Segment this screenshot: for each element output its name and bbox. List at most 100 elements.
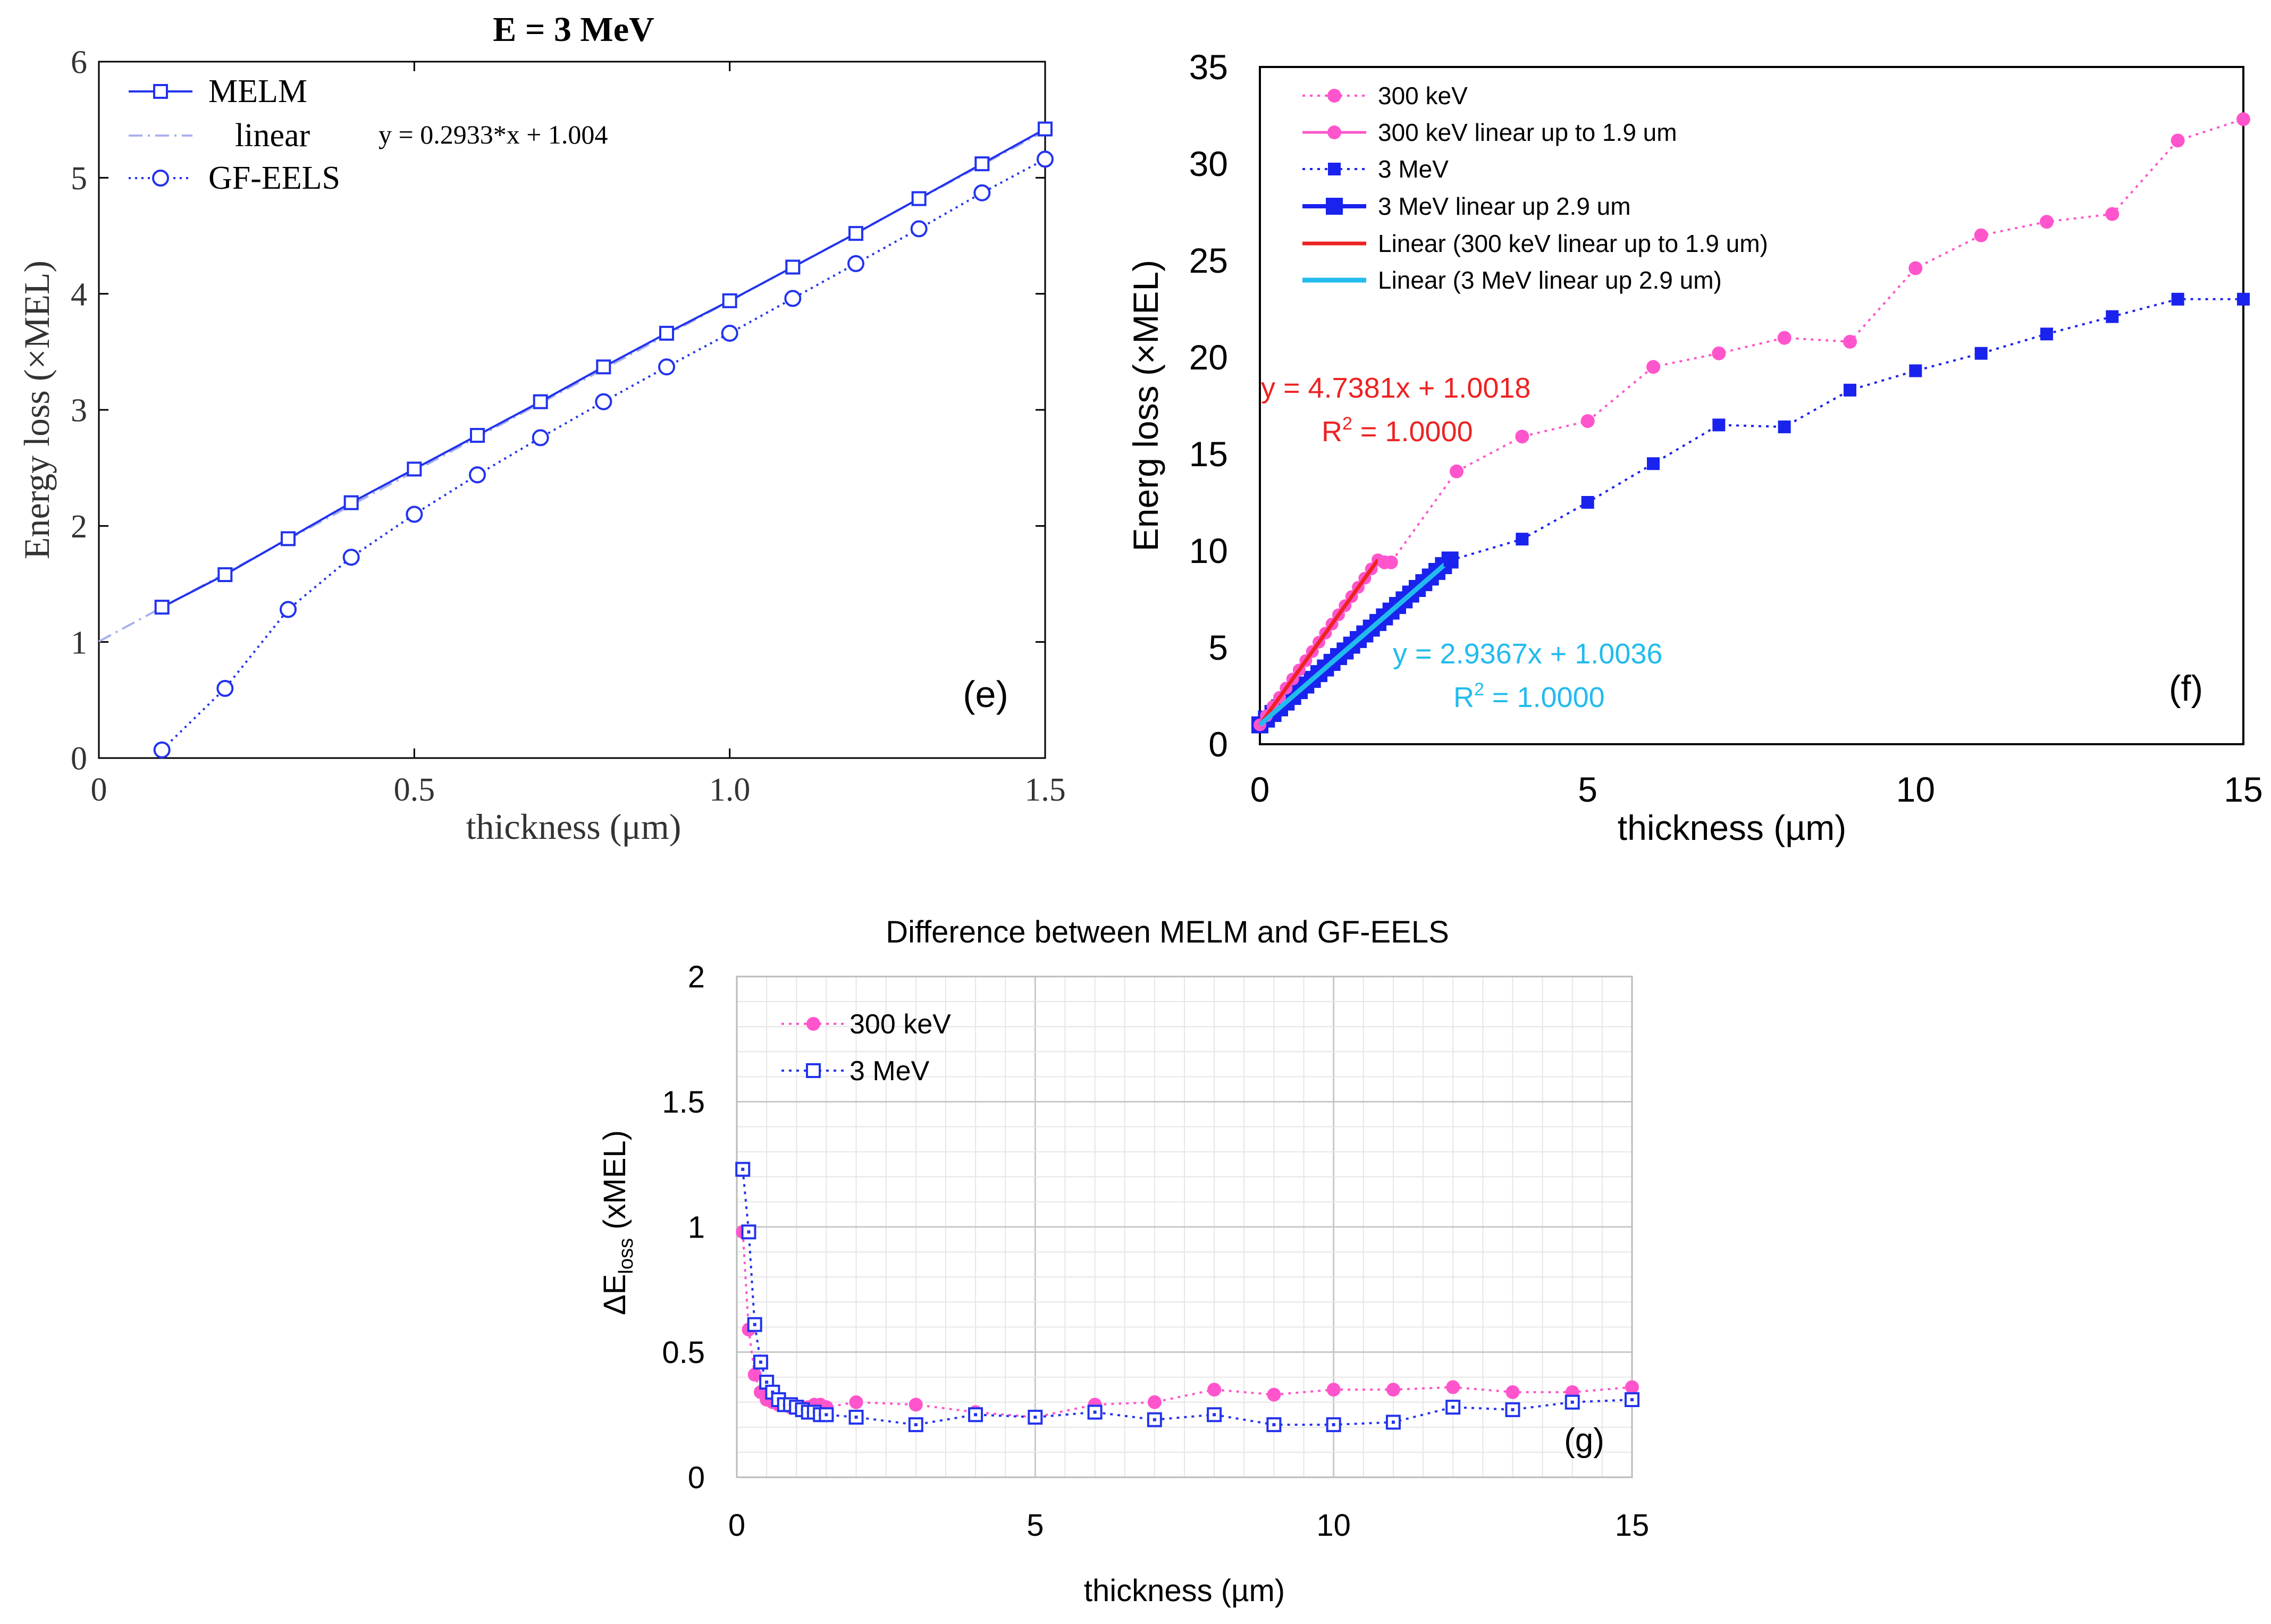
data-point-melm-9 (722, 293, 737, 308)
legend: 300 keV 300 keV linear up to 1.9 um 3 Me… (1302, 82, 1768, 294)
legend-marker-gfeels (152, 170, 169, 187)
x-tick-label-1: 5 (1027, 1508, 1044, 1543)
series-line-fit-3mev (1258, 558, 1452, 727)
data-point-melm-11 (848, 226, 863, 241)
y-tick-label-3: 3 (71, 393, 87, 429)
legend-marker-3mev-linear (1326, 198, 1343, 215)
legend-label-3mev-linear: 3 MeV linear up 2.9 um (1378, 192, 1631, 220)
data-point-300kev-25 (1446, 1380, 1460, 1394)
y-tick-label-2: 2 (71, 509, 87, 545)
legend-label-gfeels: GF-EELS (208, 160, 340, 196)
data-point-3mev-12 (2237, 292, 2250, 306)
series-line-300kev (1384, 118, 2244, 563)
y-tick-label-2: 1 (688, 1210, 705, 1244)
legend-label-linear: linear (235, 117, 310, 154)
data-point-3mev-0 (1443, 554, 1457, 567)
data-point-3mev-16-dot (914, 1423, 918, 1427)
x-tick-label-3: 15 (1615, 1508, 1650, 1543)
data-point-3mev-17-dot (974, 1413, 978, 1417)
x-axis-label: thickness (µm) (1618, 808, 1846, 847)
data-point-melm-7 (596, 359, 611, 375)
legend-label-300kev: 300 keV (849, 1009, 951, 1040)
data-point-300kev-2 (1450, 464, 1463, 478)
y-axis-label: Energ loss (×MEL) (1126, 260, 1165, 551)
data-point-gfeels-11 (847, 255, 864, 272)
axis-ticks: 0 5 10 15 0 5 10 15 20 25 30 35 (1189, 47, 2263, 809)
data-point-melm-5 (470, 428, 485, 443)
data-point-3mev-3 (1647, 457, 1660, 470)
data-point-gfeels-1 (216, 680, 234, 697)
data-point-gfeels-9 (721, 324, 738, 342)
fit-r2-300kev: R2 = 1.0000 (1322, 414, 1473, 448)
data-point-3mev-2-dot (753, 1323, 756, 1326)
legend-label-fit-300kev: Linear (300 keV linear up to 1.9 um) (1378, 230, 1768, 257)
legend-marker-300kev-linear (1327, 125, 1341, 139)
data-point-3mev-0 (735, 1162, 751, 1177)
data-point-3mev-1 (1516, 533, 1529, 546)
legend: 300 keV 3 MeV (781, 1009, 951, 1087)
x-axis-label: thickness (µm) (1084, 1573, 1285, 1608)
chart-panel-e: E = 3 MeV 0 0.5 1.0 1.5 0 1 2 3 4 5 6 MELM linear … (16, 10, 1066, 847)
y-tick-label-6: 30 (1189, 144, 1228, 183)
plot-frame (736, 975, 1633, 1478)
y-tick-label-7: 35 (1189, 47, 1228, 87)
data-point-3mev-24-dot (1391, 1420, 1395, 1424)
data-point-3mev-18-dot (1033, 1415, 1037, 1419)
data-point-300kev-2 (747, 1367, 762, 1382)
x-tick-label-0: 0 (728, 1508, 745, 1543)
data-point-3mev-2 (1581, 496, 1594, 509)
data-point-gfeels-10 (784, 290, 802, 307)
panel-label: (f) (2169, 668, 2203, 709)
data-point-300kev-11 (2040, 215, 2054, 229)
legend-marker-3mev (1328, 163, 1341, 175)
data-point-300kev-13 (2171, 133, 2185, 148)
x-tick-label-2: 10 (1896, 770, 1935, 809)
data-point-300kev-16 (909, 1398, 923, 1412)
data-point-300kev-6 (1712, 346, 1726, 360)
data-point-3mev-20-dot (1153, 1418, 1156, 1421)
y-axis-label: ΔEloss (xMEL) (598, 1130, 637, 1315)
data-point-melm-0 (154, 600, 170, 615)
data-point-melm-2 (281, 531, 296, 546)
data-point-melm-1 (217, 567, 233, 583)
data-point-gfeels-4 (406, 506, 423, 523)
legend-marker-300kev (1327, 89, 1341, 103)
data-point-300kev-5 (1646, 360, 1660, 374)
data-point-melm-4 (407, 461, 422, 477)
data-point-300kev-23 (1326, 1383, 1341, 1397)
legend-label-3mev: 3 MeV (1378, 155, 1449, 183)
series-layer (735, 1162, 1639, 1433)
data-point-3mev-19-dot (1093, 1410, 1097, 1414)
data-point-3mev-27 (1565, 1394, 1580, 1410)
data-point-3mev-3-dot (759, 1360, 762, 1364)
data-point-3mev-14-dot (825, 1413, 828, 1417)
x-tick-label-0: 0 (91, 772, 107, 808)
data-point-300kev-24 (1386, 1383, 1400, 1397)
data-point-gfeels-7 (595, 393, 612, 410)
y-axis-label: Energy loss (×MEL) (16, 260, 57, 559)
x-axis-label: thickness (μm) (466, 806, 682, 847)
y-tick-label-4: 20 (1189, 338, 1228, 377)
y-tick-label-3: 15 (1189, 434, 1228, 474)
data-point-3mev-1-dot (747, 1230, 751, 1234)
data-point-3mev-27-dot (1570, 1400, 1574, 1404)
y-tick-label-5: 5 (71, 161, 87, 197)
y-tick-label-0: 0 (688, 1460, 705, 1495)
data-point-3mev-15-dot (854, 1415, 858, 1419)
data-point-melm-3 (343, 495, 359, 510)
chart-title: E = 3 MeV (493, 10, 654, 49)
data-point-gfeels-2 (280, 601, 297, 618)
data-point-melm-14 (1038, 121, 1053, 137)
series-line-gfeels (161, 158, 1046, 751)
data-point-300kev-20 (1147, 1395, 1162, 1409)
data-point-3mev-11 (2171, 292, 2184, 306)
x-tick-label-1: 0.5 (394, 772, 435, 808)
data-point-gfeels-8 (658, 358, 675, 376)
data-point-gfeels-12 (910, 220, 928, 238)
panel-label: (e) (963, 674, 1008, 715)
data-point-melm-10 (785, 259, 801, 275)
data-point-300kev-8 (1843, 334, 1857, 349)
x-tick-label-2: 10 (1316, 1508, 1351, 1543)
data-point-3mev-23 (1326, 1417, 1341, 1433)
y-tick-label-4: 4 (71, 276, 87, 313)
